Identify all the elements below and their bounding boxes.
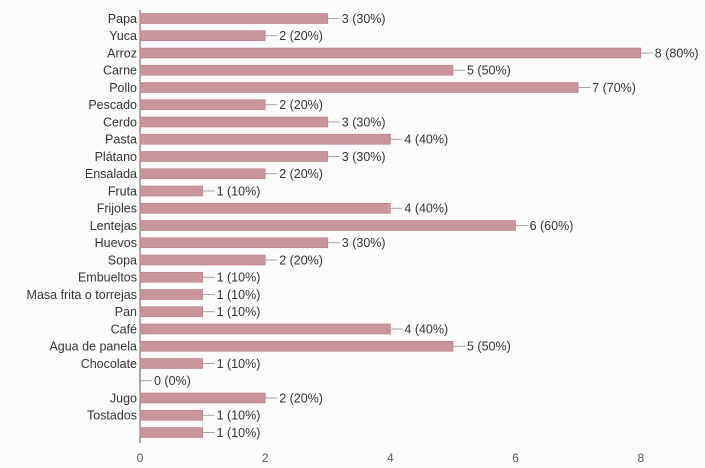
bar (139, 99, 266, 111)
data-label: 1 (10%) (217, 184, 261, 198)
x-tick-label: 4 (387, 451, 394, 465)
category-labels-group: Papa Yuca Arroz Carne Pollo Pescado Cerdo Pasta… (27, 12, 138, 423)
category-label: Sopa (108, 253, 137, 267)
bar (139, 271, 203, 283)
x-tick-label: 0 (137, 451, 144, 465)
data-label: 2 (20%) (279, 98, 323, 112)
bar (139, 202, 391, 214)
bar (139, 427, 203, 438)
bar (139, 358, 203, 369)
data-label: 1 (10%) (217, 288, 261, 302)
bar (139, 185, 203, 197)
bar (139, 116, 329, 128)
bars-group (139, 13, 642, 438)
bar (139, 30, 266, 42)
data-label: 3 (30%) (342, 12, 386, 26)
data-label: 2 (20%) (279, 391, 323, 405)
data-label: 4 (40%) (404, 133, 448, 147)
category-label: Plátano (95, 150, 137, 164)
bar (139, 254, 266, 266)
x-tick-label: 8 (637, 451, 644, 465)
data-label: 4 (40%) (404, 202, 448, 216)
bar (139, 151, 329, 162)
data-label: 1 (10%) (217, 305, 261, 319)
data-label: 1 (10%) (217, 409, 261, 423)
category-label: Yuca (109, 29, 137, 43)
category-label: Lentejas (90, 219, 137, 233)
category-label: Huevos (95, 236, 137, 250)
data-label: 1 (10%) (217, 271, 261, 285)
bar (139, 64, 454, 76)
bar (139, 392, 266, 404)
x-tick-label: 6 (512, 451, 519, 465)
bar (139, 220, 516, 231)
category-label: Fruta (108, 184, 137, 198)
bar (139, 82, 579, 93)
x-tick-label: 2 (262, 451, 269, 465)
data-label: 6 (60%) (530, 219, 574, 233)
data-label: 3 (30%) (342, 150, 386, 164)
data-label: 2 (20%) (279, 253, 323, 267)
data-label: 3 (30%) (342, 236, 386, 250)
category-label: Masa frita o torrejas (27, 288, 137, 302)
category-label: Pan (115, 305, 137, 319)
category-label: Embueltos (78, 271, 137, 285)
data-label: 0 (0%) (154, 374, 191, 388)
category-label: Carne (103, 64, 137, 78)
category-label: Pollo (109, 81, 137, 95)
bar (139, 133, 391, 145)
data-label: 2 (20%) (279, 167, 323, 181)
category-label: Pescado (88, 98, 137, 112)
category-label: Pasta (105, 133, 137, 147)
category-label: Chocolate (81, 357, 137, 371)
data-label: 8 (80%) (655, 46, 699, 60)
category-label: Tostados (87, 409, 137, 423)
bar (139, 323, 391, 335)
bar (139, 168, 266, 180)
data-label: 1 (10%) (217, 357, 261, 371)
category-label: Frijoles (97, 202, 137, 216)
category-label: Agua de panela (49, 340, 137, 354)
bar (139, 340, 454, 352)
category-label: Arroz (107, 46, 137, 60)
data-label: 7 (70%) (592, 81, 636, 95)
category-label: Jugo (110, 391, 137, 405)
x-tick-labels-group: 0 2 4 6 8 (137, 451, 645, 465)
data-label: 5 (50%) (467, 340, 511, 354)
data-label: 4 (40%) (404, 322, 448, 336)
category-label: Papa (108, 12, 137, 26)
bar (139, 289, 203, 300)
bar (139, 306, 203, 318)
category-label: Ensalada (85, 167, 137, 181)
data-label: 5 (50%) (467, 64, 511, 78)
bar (139, 409, 203, 421)
bar (139, 13, 329, 24)
bar (139, 47, 642, 59)
bar (139, 237, 329, 249)
value-labels-group: 3 (30%) 2 (20%) 8 (80%) 5 (50%) 7 (70%) 2 (20… (140, 12, 699, 440)
data-label: 1 (10%) (217, 426, 261, 440)
data-label: 2 (20%) (279, 29, 323, 43)
category-label: Café (111, 322, 137, 336)
data-label: 3 (30%) (342, 115, 386, 129)
category-label: Cerdo (103, 115, 137, 129)
